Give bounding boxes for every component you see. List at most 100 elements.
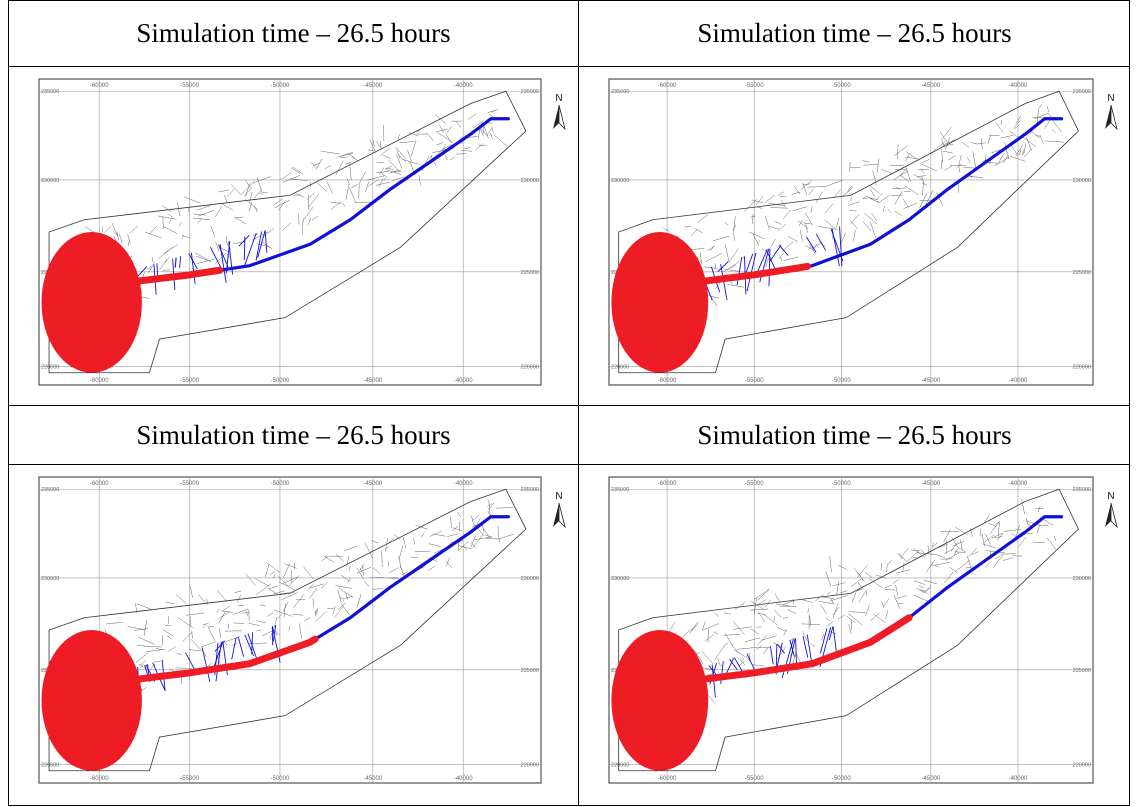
street-segment	[414, 550, 431, 553]
street-segment	[856, 565, 868, 579]
street-segment	[856, 588, 864, 592]
street-segment	[882, 598, 890, 608]
street-segment	[282, 222, 292, 231]
tributary	[225, 241, 231, 274]
street-segment	[972, 151, 976, 168]
street-segment	[393, 169, 401, 172]
y-tick-label-right: 225000	[1073, 270, 1091, 276]
street-segment	[922, 587, 931, 593]
street-segment	[383, 175, 388, 181]
x-tick-label-bottom: -50000	[832, 776, 851, 782]
street-segment	[387, 537, 395, 544]
street-segment	[778, 191, 784, 196]
street-segment	[851, 591, 857, 603]
street-segment	[385, 165, 392, 170]
street-segment	[998, 156, 1002, 164]
street-segment	[200, 641, 217, 648]
street-segment	[234, 216, 247, 225]
street-segment	[757, 634, 768, 646]
street-segment	[920, 548, 926, 556]
street-segment	[290, 178, 308, 181]
street-segment	[697, 214, 709, 223]
plume-channel	[673, 262, 811, 297]
street-segment	[862, 195, 868, 200]
x-tick-label-bottom: -40000	[1009, 776, 1028, 782]
street-segment	[775, 603, 791, 607]
street-segment	[282, 576, 298, 584]
street-segment	[256, 629, 262, 632]
panel-3-title: Simulation time – 26.5 hours	[9, 406, 579, 465]
street-segment	[332, 605, 336, 614]
plume	[41, 232, 224, 373]
street-segment	[480, 128, 488, 137]
tributary	[190, 252, 196, 284]
street-segment	[887, 208, 892, 214]
y-tick-label-left: 235000	[611, 487, 629, 493]
y-tick-label-right: 235000	[521, 89, 539, 95]
street-segment	[395, 146, 407, 160]
street-segment	[330, 201, 342, 211]
street-segment	[727, 284, 744, 288]
street-segment	[1026, 137, 1032, 151]
street-segment	[202, 624, 207, 629]
street-segment	[862, 220, 872, 231]
panel-4-title: Simulation time – 26.5 hours	[579, 406, 1130, 465]
street-segment	[971, 551, 979, 555]
street-segment	[758, 599, 766, 605]
street-segment	[897, 553, 903, 560]
x-tick-label-bottom: -45000	[363, 776, 382, 782]
street-segment	[989, 522, 1000, 535]
street-segment	[491, 108, 499, 113]
street-segment	[848, 623, 852, 635]
street-segment	[956, 545, 966, 553]
street-segment	[984, 560, 992, 568]
street-segment	[952, 540, 965, 547]
street-segment	[401, 158, 420, 165]
street-segment	[137, 603, 153, 611]
y-tick-label-left: 235000	[41, 487, 59, 493]
street-segment	[1003, 529, 1022, 532]
street-segment	[1002, 557, 1013, 561]
y-tick-label-right: 230000	[1073, 178, 1091, 184]
plume-channel	[105, 635, 319, 695]
street-segment	[940, 558, 953, 560]
street-segment	[756, 240, 761, 245]
street-segment	[176, 652, 182, 656]
street-segment	[215, 252, 227, 264]
x-tick-label-top: -50000	[832, 83, 851, 89]
street-segment	[207, 626, 216, 642]
street-segment	[808, 246, 812, 251]
street-segment	[273, 574, 276, 579]
street-segment	[138, 636, 155, 645]
street-segment	[903, 202, 918, 209]
street-segment	[181, 234, 184, 240]
tributary	[769, 244, 782, 262]
street-segment	[775, 221, 782, 225]
street-segment	[897, 144, 899, 159]
street-segment	[162, 205, 172, 213]
street-segment	[824, 203, 834, 214]
street-segment	[830, 595, 848, 602]
street-segment	[745, 637, 761, 643]
street-segment	[255, 578, 270, 587]
street-segment	[884, 589, 896, 591]
street-segment	[1035, 134, 1041, 137]
tributary	[218, 244, 229, 268]
x-tick-label-top: -60000	[90, 481, 109, 487]
street-segment	[428, 543, 442, 547]
street-segment	[991, 532, 1003, 539]
street-segment	[920, 168, 925, 174]
tributary	[219, 244, 227, 283]
street-segment	[732, 224, 737, 231]
street-segment	[840, 590, 848, 594]
north-arrow-icon	[1105, 104, 1118, 131]
street-segment	[169, 668, 174, 672]
street-segment	[408, 132, 419, 137]
y-tick-label-left: 230000	[41, 576, 59, 582]
street-segment	[398, 545, 404, 560]
street-segment	[918, 584, 925, 589]
street-segment	[262, 629, 274, 637]
street-segment	[733, 649, 746, 658]
street-segment	[965, 566, 973, 569]
street-segment	[764, 194, 775, 203]
